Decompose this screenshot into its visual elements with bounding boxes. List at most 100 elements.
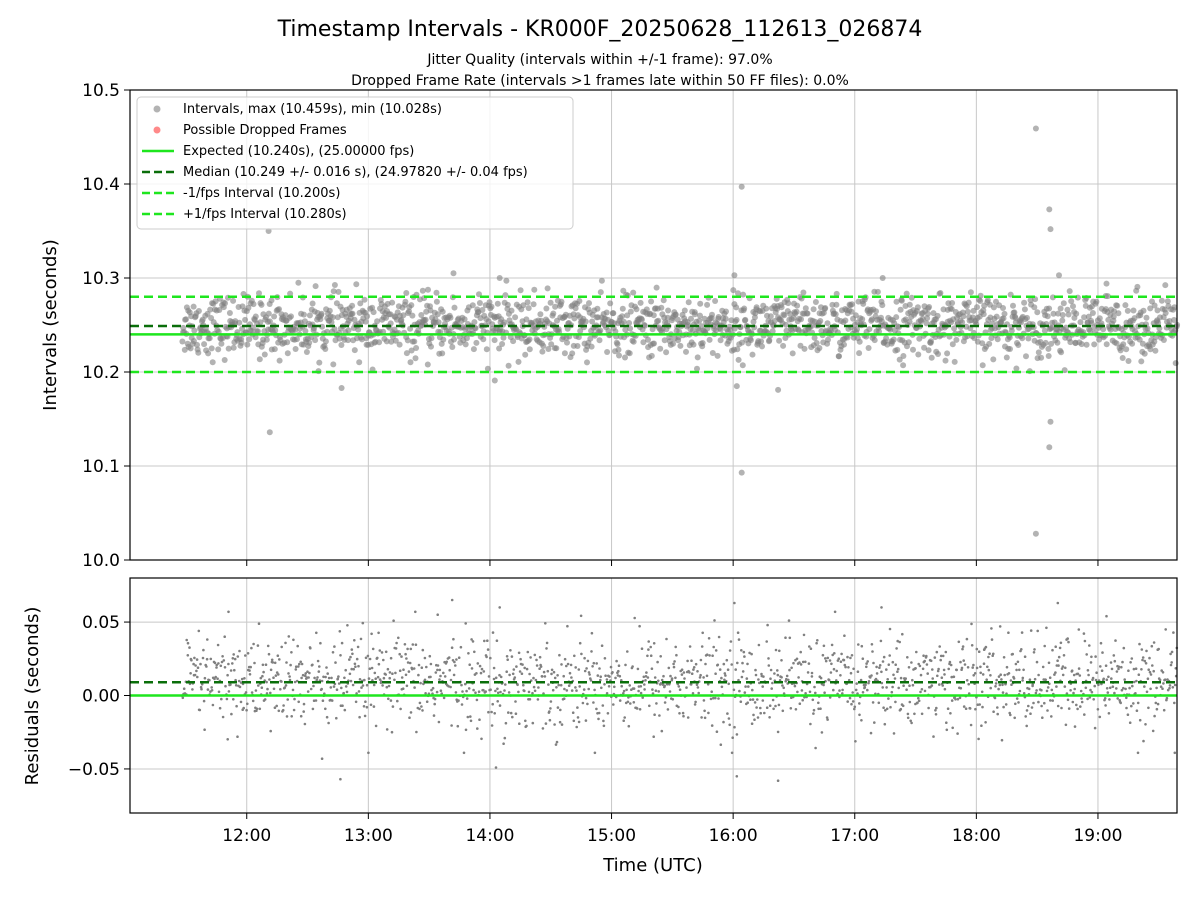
residuals-point (878, 666, 881, 669)
residuals-point (877, 701, 881, 705)
residuals-point (398, 652, 402, 656)
intervals-point (893, 314, 900, 321)
residuals-point (462, 751, 466, 755)
residuals-point (945, 721, 948, 724)
residuals-point (220, 697, 223, 701)
residuals-point (741, 661, 744, 665)
residuals-point (311, 663, 314, 667)
residuals-point (850, 654, 854, 657)
residuals-point (267, 652, 271, 656)
residuals-point (1003, 673, 1006, 677)
residuals-point (286, 698, 290, 701)
residuals-point (592, 661, 596, 665)
intervals-point (389, 299, 396, 306)
intervals-point (586, 300, 592, 307)
residuals-point (945, 728, 949, 732)
intervals-point (276, 306, 282, 313)
intervals-point (331, 282, 338, 288)
residuals-point (535, 658, 538, 662)
residuals-point (405, 684, 409, 688)
residuals-point (842, 658, 846, 662)
x-tick-label-7: 19:00 (1073, 826, 1122, 846)
intervals-outlier-point-2 (338, 385, 345, 391)
residuals-point (398, 669, 402, 672)
intervals-point (1115, 310, 1122, 317)
residuals-point (1061, 673, 1065, 677)
residuals-point (576, 716, 580, 719)
residuals-point (1045, 626, 1048, 630)
residuals-point (1089, 661, 1093, 664)
residuals-point (689, 683, 693, 686)
residuals-point (907, 666, 911, 669)
intervals-point (510, 338, 517, 345)
residuals-point (738, 689, 741, 693)
residuals-point (1076, 672, 1080, 676)
residuals-point (853, 707, 856, 711)
intervals-outlier-point-11 (879, 275, 886, 281)
residuals-point (290, 651, 293, 654)
residuals-point (824, 657, 827, 660)
residuals-outlier-point-1 (320, 757, 324, 760)
residuals-point (1048, 676, 1052, 679)
residuals-point (632, 701, 636, 704)
residuals-point (355, 657, 359, 661)
residuals-point (357, 664, 360, 668)
residuals-point (987, 668, 991, 672)
residuals-point (839, 660, 843, 663)
intervals-point (249, 324, 256, 331)
residuals-point (266, 687, 269, 691)
intervals-point (1045, 345, 1052, 352)
intervals-point (242, 316, 249, 323)
residuals-point (884, 709, 887, 712)
intervals-point (1162, 282, 1169, 289)
residuals-point (703, 709, 706, 713)
residuals-point (612, 703, 615, 706)
residuals-point (216, 677, 219, 680)
residuals-point (526, 650, 530, 654)
residuals-point (484, 690, 488, 693)
residuals-point (875, 672, 879, 675)
intervals-point (1003, 354, 1010, 361)
residuals-point (620, 684, 623, 688)
intervals-point (1042, 339, 1049, 346)
residuals-point (934, 709, 937, 712)
residuals-point (675, 653, 678, 657)
residuals-point (338, 630, 342, 633)
residuals-point (967, 682, 970, 686)
intervals-point (330, 288, 337, 295)
residuals-point (280, 680, 283, 683)
residuals-point (443, 675, 447, 678)
residuals-point (1044, 678, 1047, 682)
intervals-point (706, 336, 713, 343)
residuals-point (743, 691, 747, 694)
residuals-point (717, 635, 721, 639)
residuals-outlier-point-10 (880, 606, 883, 609)
residuals-point (480, 737, 483, 741)
residuals-point (226, 738, 229, 741)
residuals-point (993, 696, 997, 700)
residuals-point (696, 670, 699, 673)
residuals-point (705, 674, 709, 678)
intervals-point (187, 345, 194, 352)
residuals-point (656, 660, 659, 664)
residuals-point (509, 711, 513, 715)
residuals-point (553, 676, 557, 680)
residuals-point (1002, 705, 1005, 709)
intervals-point (910, 346, 916, 353)
intervals-point (256, 356, 263, 363)
residuals-point (1041, 716, 1044, 719)
residuals-point (414, 610, 417, 614)
intervals-point (937, 290, 944, 296)
intervals-point (293, 336, 300, 343)
residuals-point (897, 686, 900, 690)
residuals-point (285, 715, 289, 718)
residuals-point (570, 689, 574, 692)
residuals-point (558, 653, 561, 657)
intervals-point (603, 309, 610, 316)
residuals-point (753, 718, 756, 721)
residuals-point (956, 697, 960, 701)
intervals-point (222, 300, 228, 307)
residuals-point (376, 656, 379, 660)
residuals-point (672, 662, 675, 666)
intervals-point (780, 342, 787, 349)
